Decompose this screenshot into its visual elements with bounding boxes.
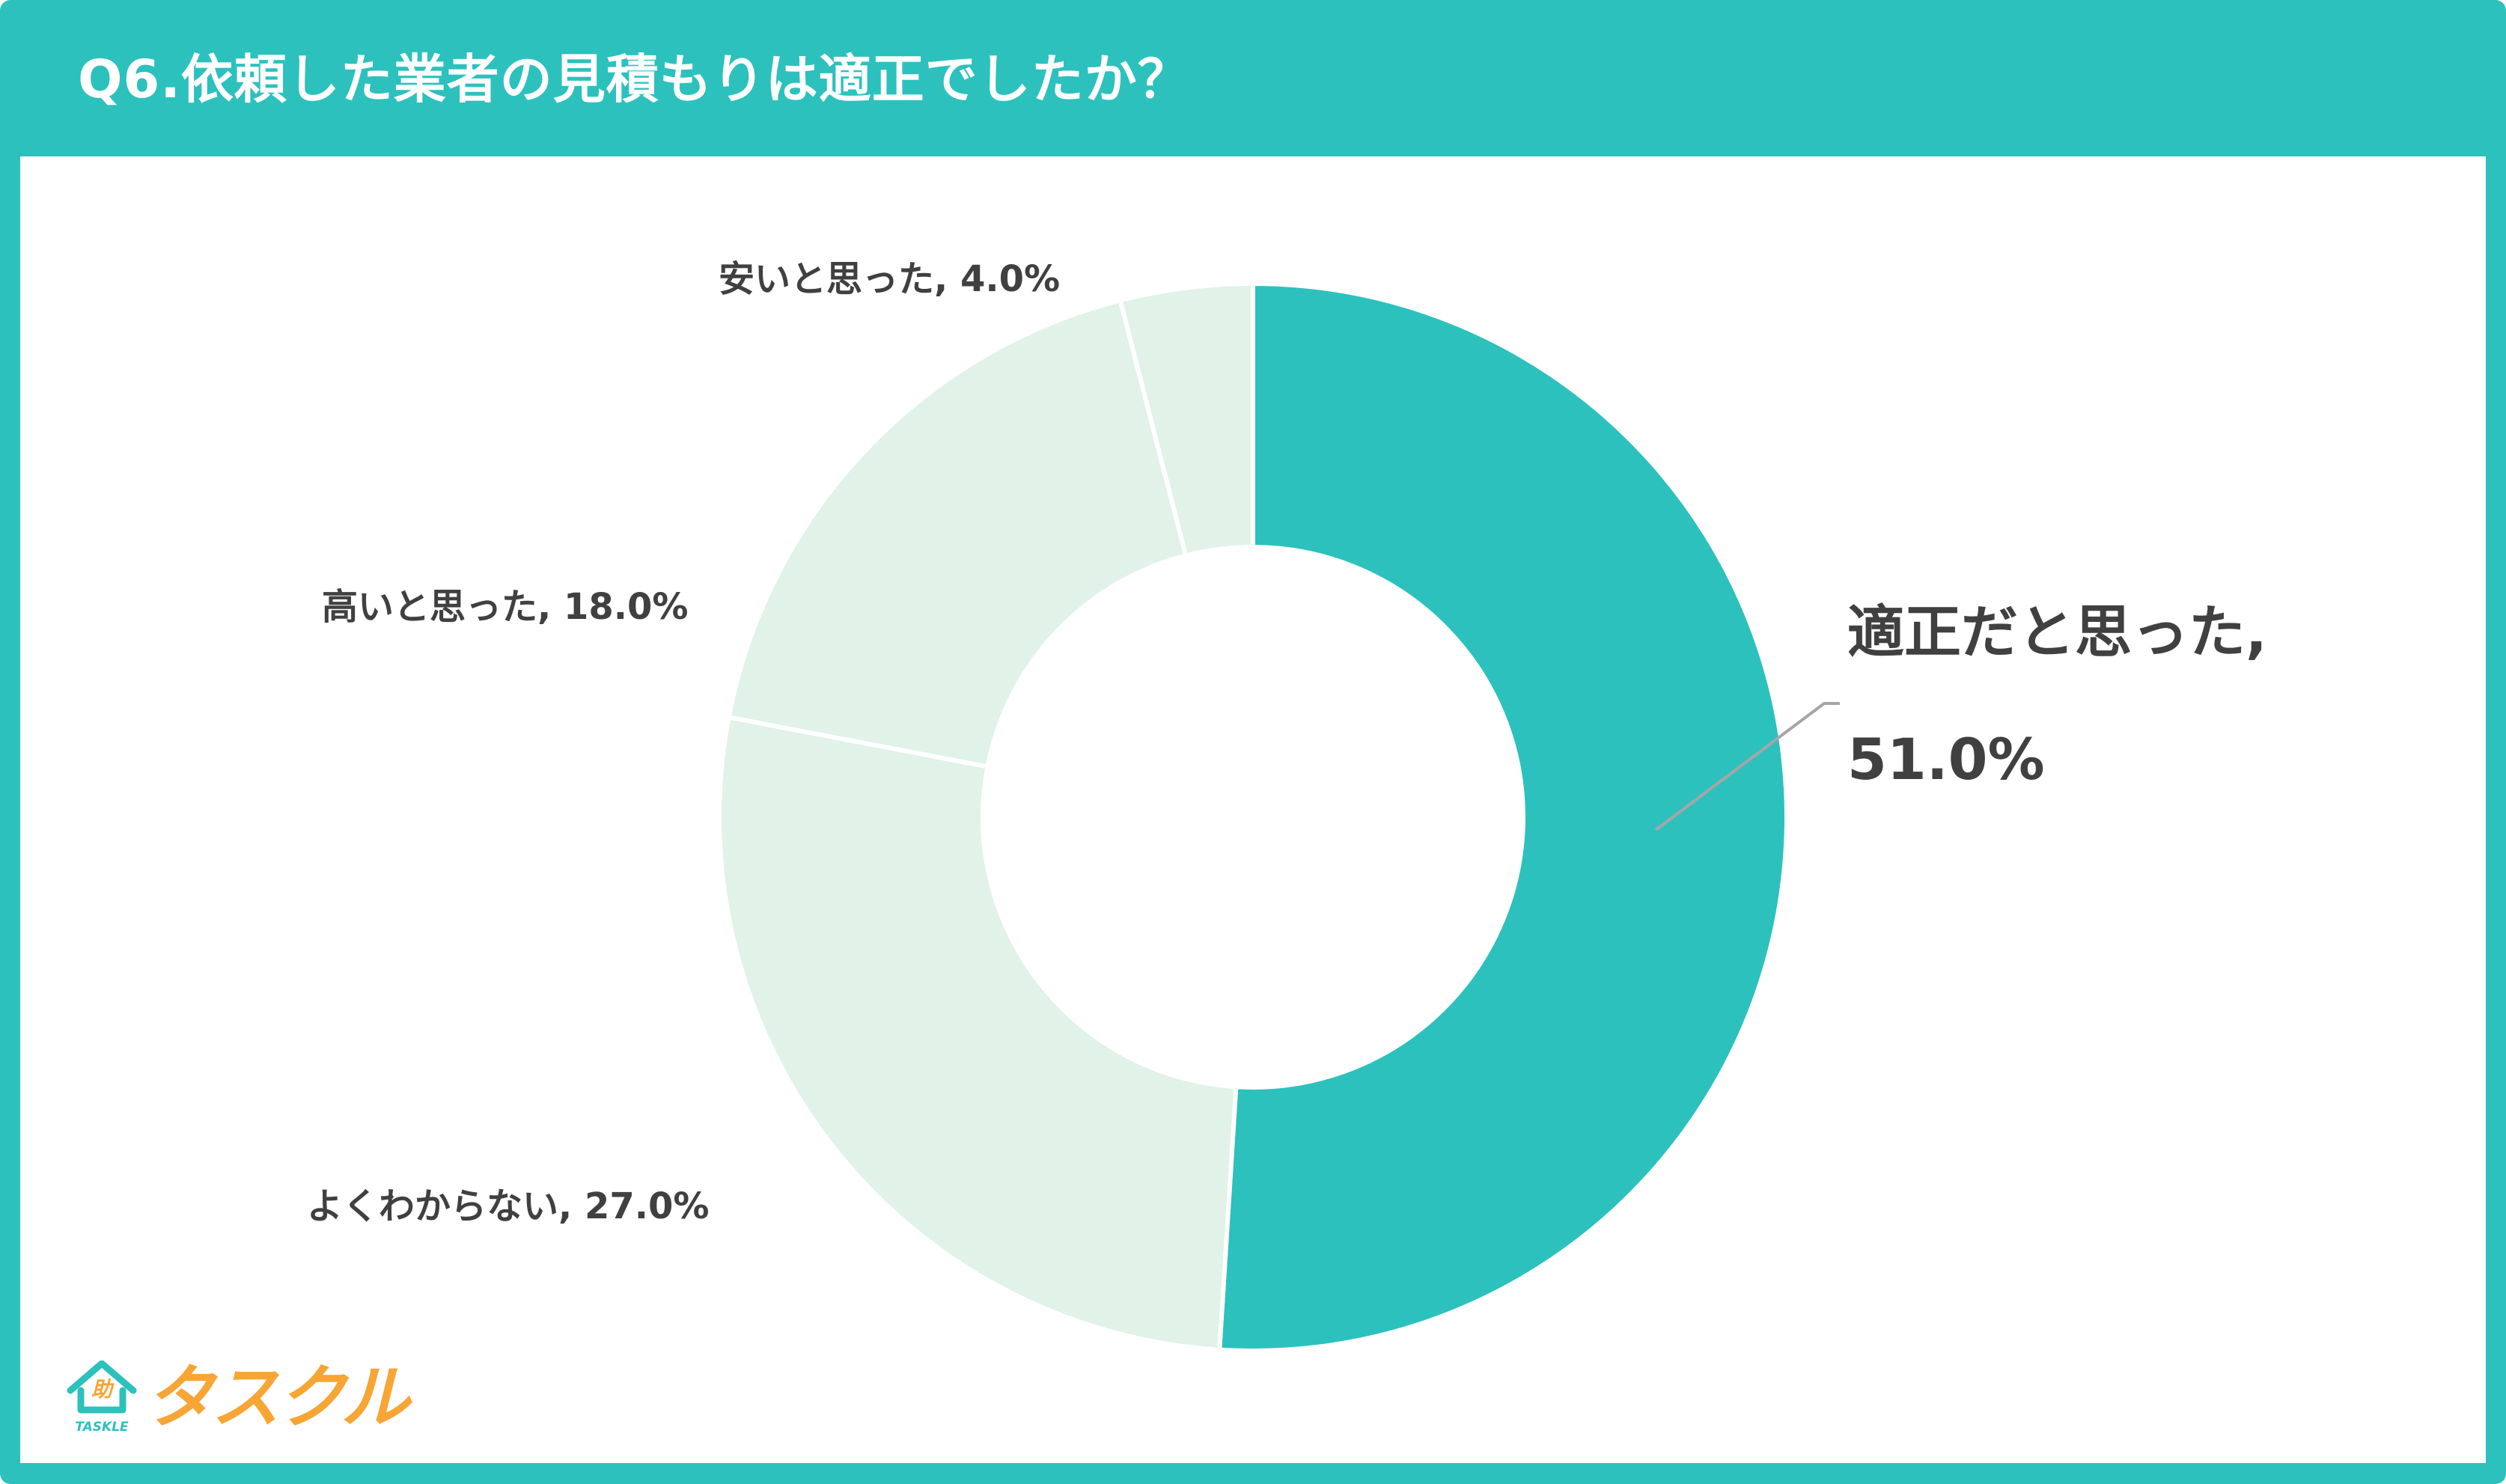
- label-cheap: 安いと思った, 4.0%: [719, 258, 1061, 300]
- donut-slice: [717, 715, 1239, 1352]
- label-appropriate-value: 51.0%: [1847, 726, 2045, 793]
- label-unsure: よくわからない, 27.0%: [307, 1185, 710, 1227]
- chart-title: Q6.依頼した業者の見積もりは適正でしたか？: [78, 49, 1191, 110]
- leader-line: [1654, 702, 1840, 831]
- donut-slices: [717, 281, 1789, 1353]
- donut-slice: [726, 298, 1189, 769]
- header-bar: Q6.依頼した業者の見積もりは適正でしたか？: [0, 0, 2506, 156]
- taskle-logo: 助 TASKLE タスクル: [64, 1361, 409, 1438]
- label-expensive: 高いと思った, 18.0%: [322, 586, 689, 628]
- house-icon: [67, 1361, 137, 1414]
- donut-slice: [1118, 281, 1255, 558]
- label-appropriate-name: 適正だと思った,: [1847, 599, 2267, 665]
- logo-name: タスクル: [145, 1358, 409, 1438]
- logo-subtext: TASKLE: [75, 1420, 129, 1435]
- logo-kanji: 助: [91, 1377, 112, 1402]
- donut-slice: [1217, 281, 1789, 1353]
